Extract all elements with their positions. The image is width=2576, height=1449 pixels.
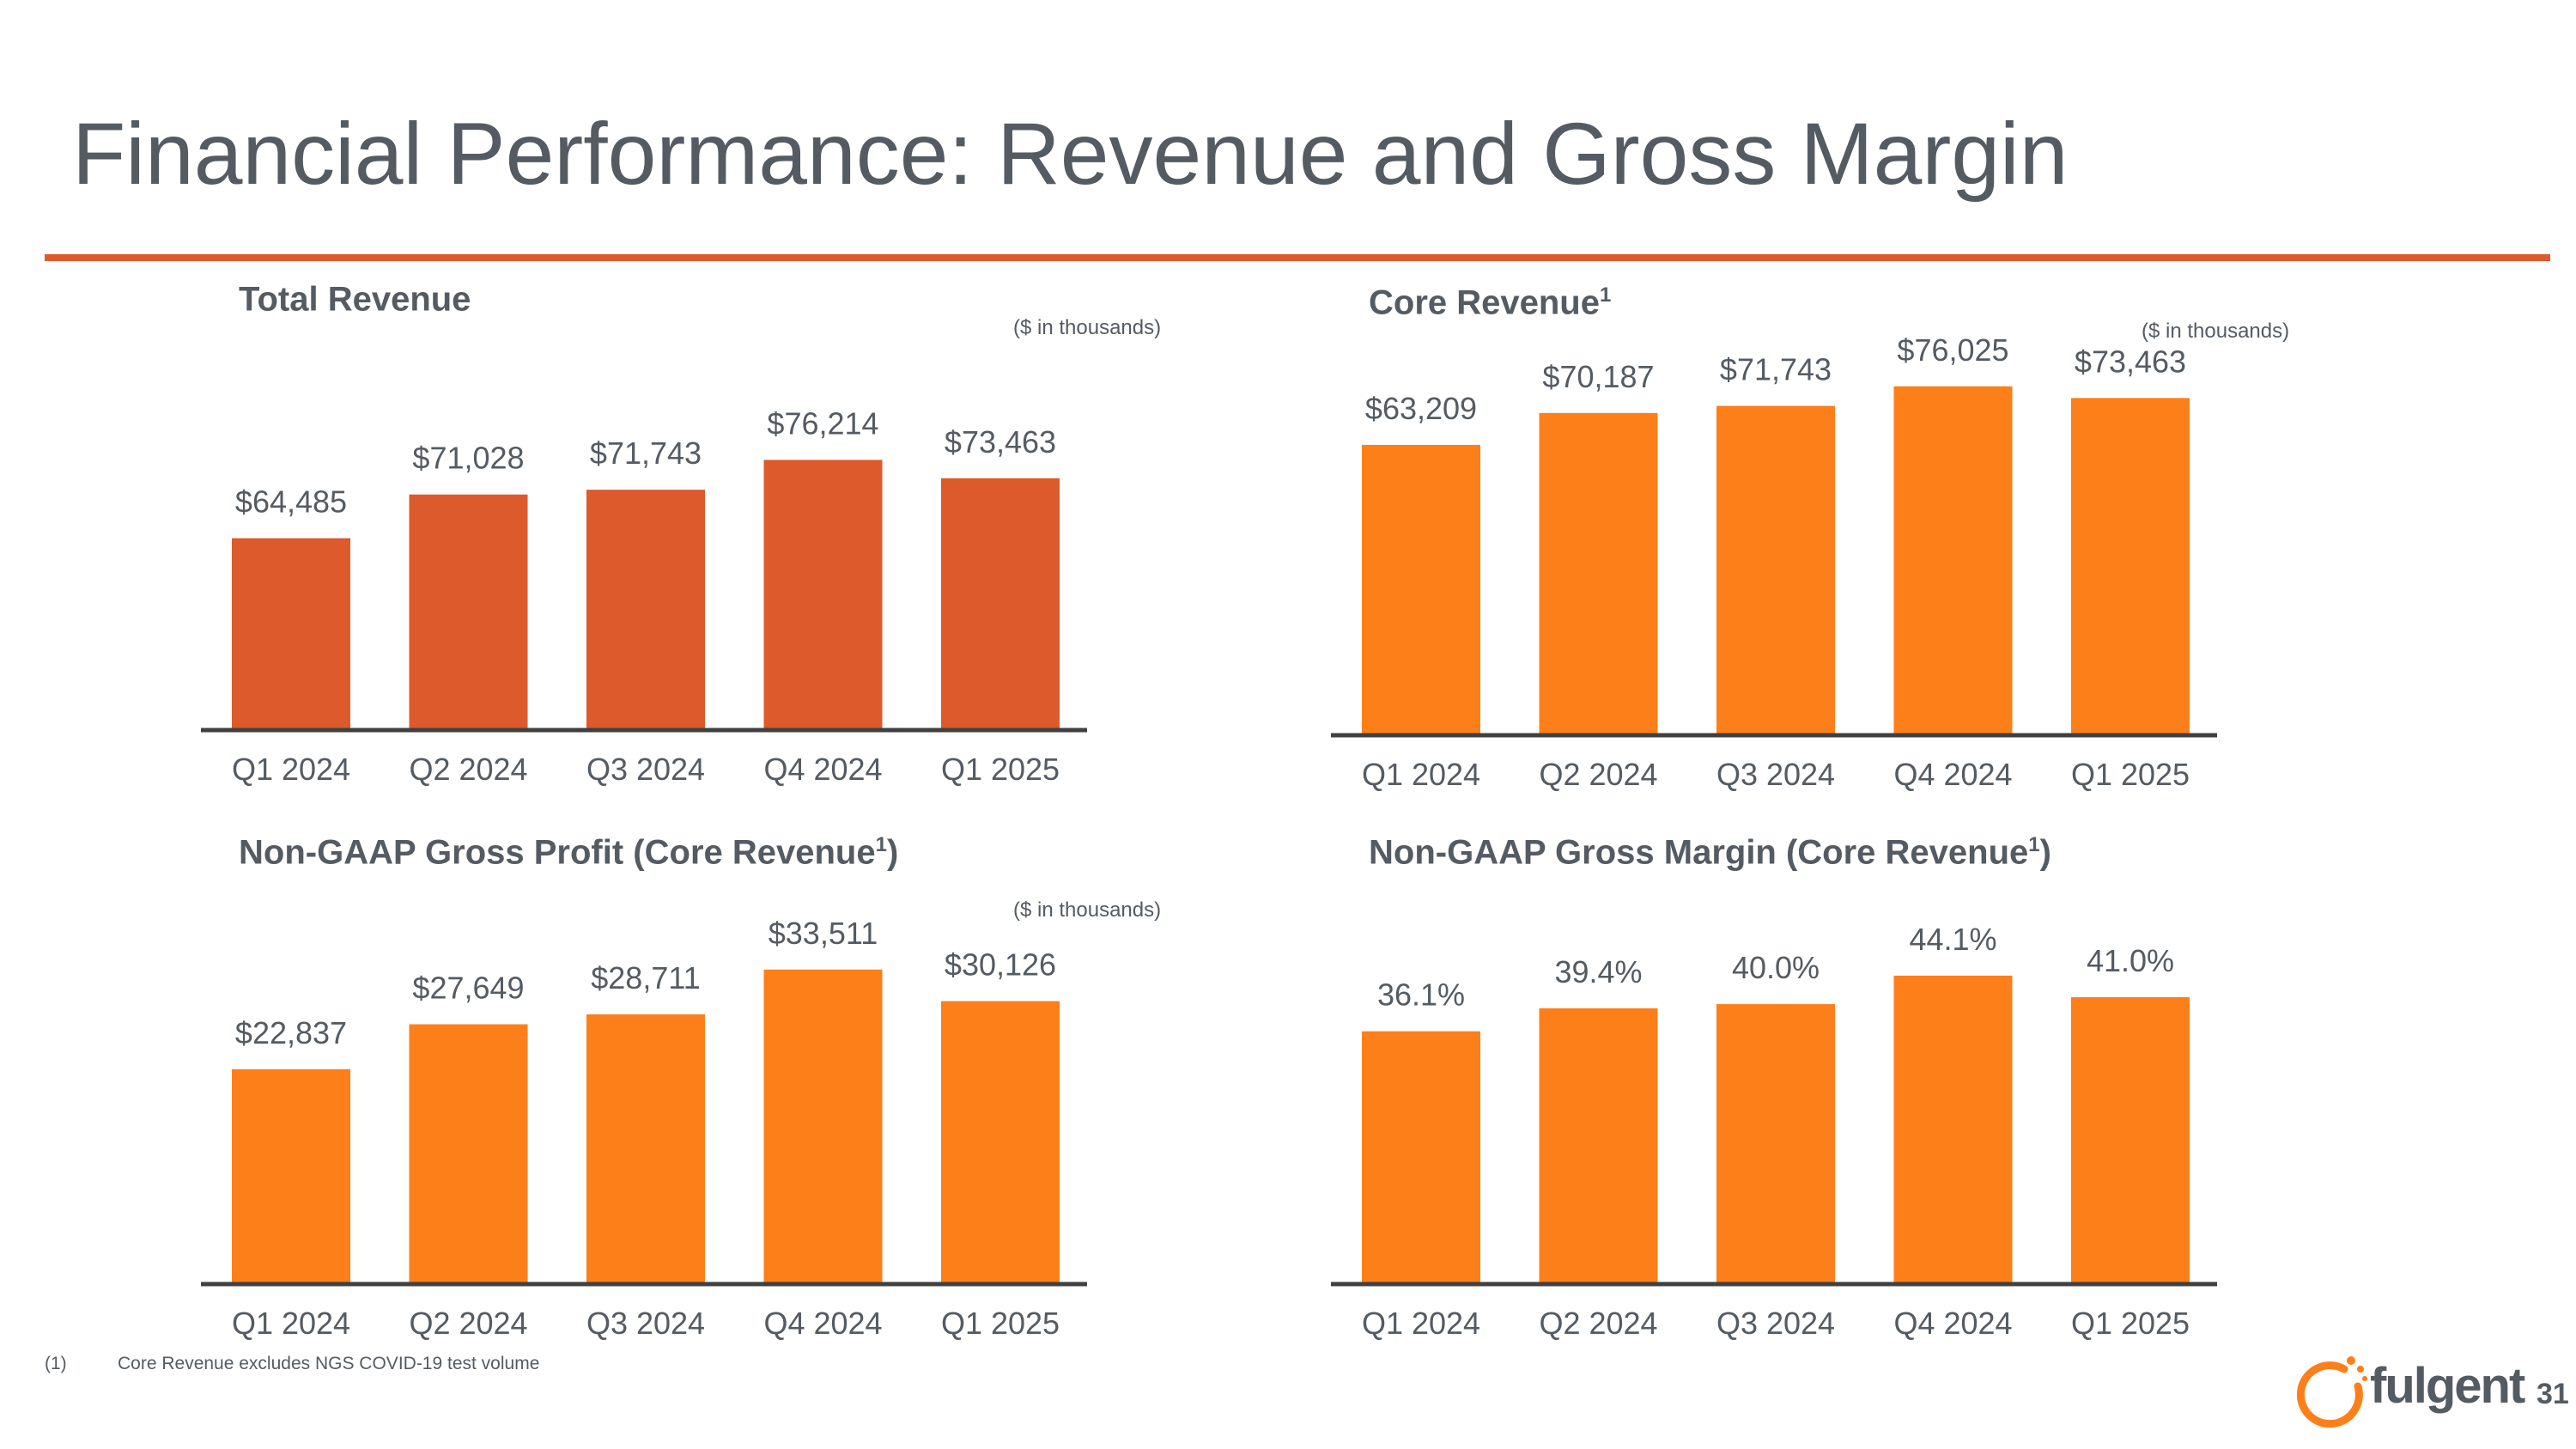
x-tick-label: Q1 2025 bbox=[2071, 757, 2190, 792]
bar bbox=[1716, 405, 1835, 734]
bar-value-label: $64,485 bbox=[235, 484, 347, 520]
bar bbox=[763, 460, 883, 728]
bar-value-label: $71,028 bbox=[412, 441, 524, 476]
panel-gross-profit: Non-GAAP Gross Profit (Core Revenue1) ($… bbox=[60, 833, 1161, 1383]
core-revenue-chart: $63,209 Q1 2024 $70,187 Q2 2024 $71,743 Q3 20… bbox=[1331, 332, 2217, 792]
page-number: 31 bbox=[2537, 1378, 2569, 1410]
x-tick-label: Q4 2024 bbox=[1893, 757, 2012, 792]
bar bbox=[2071, 996, 2190, 1282]
bar bbox=[409, 494, 528, 728]
bar-value-label: 36.1% bbox=[1377, 977, 1465, 1013]
x-tick-label: Q1 2024 bbox=[232, 752, 350, 787]
bar bbox=[1893, 386, 2013, 734]
footnote-marker: (1) bbox=[45, 1354, 67, 1373]
unit-note: ($ in thousands) bbox=[2142, 320, 2290, 343]
panel-title-superscript: 1 bbox=[875, 833, 887, 856]
bar-value-label: $22,837 bbox=[235, 1015, 347, 1050]
x-tick-label: Q3 2024 bbox=[1716, 757, 1835, 792]
gross-profit-chart: $22,837 Q1 2024 $27,649 Q2 2024 $28,711 Q3 20… bbox=[201, 916, 1087, 1341]
x-tick-label: Q1 2024 bbox=[232, 1306, 350, 1341]
bar bbox=[586, 490, 705, 728]
panel-title: Core Revenue1 bbox=[1369, 283, 1611, 322]
page-title: Financial Performance: Revenue and Gross… bbox=[72, 105, 2069, 203]
bar-value-label: $73,463 bbox=[945, 424, 1056, 460]
x-tick-label: Q2 2024 bbox=[1539, 757, 1657, 792]
x-tick-label: Q2 2024 bbox=[409, 752, 527, 787]
bar bbox=[1362, 444, 1480, 734]
bar bbox=[232, 538, 350, 728]
panel-title: Total Revenue bbox=[239, 280, 471, 319]
bar bbox=[1893, 975, 2013, 1282]
unit-note: ($ in thousands) bbox=[1013, 898, 1162, 922]
bar bbox=[1539, 1008, 1658, 1282]
bar bbox=[763, 969, 883, 1282]
x-tick-label: Q3 2024 bbox=[586, 1306, 705, 1341]
footnote-text: Core Revenue excludes NGS COVID-19 test … bbox=[118, 1354, 540, 1373]
x-tick-label: Q1 2025 bbox=[2071, 1306, 2190, 1341]
bar-value-label: $33,511 bbox=[769, 916, 878, 951]
bar bbox=[1362, 1031, 1480, 1282]
bar-value-label: $71,743 bbox=[1720, 352, 1832, 387]
panel-title-superscript: 1 bbox=[2028, 833, 2040, 856]
bar bbox=[232, 1068, 350, 1282]
panel-title-suffix: ) bbox=[2039, 833, 2051, 872]
bar-value-label: 41.0% bbox=[2087, 943, 2174, 978]
x-tick-label: Q4 2024 bbox=[763, 752, 882, 787]
x-tick-label: Q1 2025 bbox=[941, 752, 1060, 787]
x-tick-label: Q4 2024 bbox=[763, 1306, 882, 1341]
panel-gross-margin: Non-GAAP Gross Margin (Core Revenue1) 36… bbox=[1190, 833, 2221, 1383]
panel-title: Non-GAAP Gross Profit (Core Revenue1) bbox=[239, 833, 898, 872]
panel-title-text: Total Revenue bbox=[239, 280, 471, 319]
bar-value-label: $71,743 bbox=[590, 435, 702, 471]
panel-core-revenue: Core Revenue1 ($ in thousands) $63,209 Q1… bbox=[1190, 283, 2289, 833]
bar-value-label: $76,214 bbox=[767, 405, 878, 441]
panel-title: Non-GAAP Gross Margin (Core Revenue1) bbox=[1369, 833, 2051, 872]
x-tick-label: Q3 2024 bbox=[586, 752, 705, 787]
x-tick-label: Q2 2024 bbox=[409, 1306, 527, 1341]
unit-note: ($ in thousands) bbox=[1013, 316, 1162, 339]
total-revenue-chart: $64,485 Q1 2024 $71,028 Q2 2024 $71,743 Q3 20… bbox=[201, 405, 1087, 787]
x-tick-label: Q1 2025 bbox=[941, 1306, 1060, 1341]
panel-total-revenue: Total Revenue ($ in thousands) $64,485 Q1… bbox=[60, 280, 1161, 830]
bar bbox=[941, 478, 1060, 728]
title-divider bbox=[45, 254, 2550, 261]
bar bbox=[1539, 412, 1658, 734]
bar bbox=[586, 1014, 705, 1282]
panel-title-text: Non-GAAP Gross Margin (Core Revenue bbox=[1369, 833, 2029, 872]
x-tick-label: Q2 2024 bbox=[1539, 1306, 1657, 1341]
bar bbox=[1716, 1004, 1835, 1282]
bar-value-label: $76,025 bbox=[1897, 332, 2008, 368]
panel-title-superscript: 1 bbox=[1599, 283, 1612, 307]
bar-value-label: $63,209 bbox=[1365, 391, 1477, 426]
logo-mark-icon bbox=[2296, 1356, 2367, 1428]
panel-title-suffix: ) bbox=[886, 833, 899, 872]
bar-value-label: $70,187 bbox=[1542, 359, 1654, 394]
x-tick-label: Q1 2024 bbox=[1362, 757, 1480, 792]
x-tick-label: Q1 2024 bbox=[1362, 1306, 1480, 1341]
panel-title-text: Core Revenue bbox=[1369, 283, 1600, 322]
bar-value-label: 40.0% bbox=[1732, 950, 1820, 985]
panel-title-text: Non-GAAP Gross Profit (Core Revenue bbox=[239, 833, 876, 872]
fulgent-logo: fulgent bbox=[2291, 1352, 2525, 1428]
gross-margin-chart: 36.1% Q1 2024 39.4% Q2 2024 40.0% Q3 2024 44.1… bbox=[1331, 922, 2217, 1341]
bar-value-label: $27,649 bbox=[412, 970, 524, 1005]
bar-value-label: $73,463 bbox=[2075, 344, 2186, 379]
bar bbox=[2071, 398, 2190, 734]
bar bbox=[941, 1001, 1060, 1282]
bar-value-label: 44.1% bbox=[1909, 922, 1996, 957]
x-tick-label: Q3 2024 bbox=[1716, 1306, 1835, 1341]
bar-value-label: $28,711 bbox=[591, 960, 700, 995]
footnote: (1) Core Revenue excludes NGS COVID-19 te… bbox=[45, 1354, 539, 1374]
logo-text: fulgent bbox=[2370, 1358, 2525, 1414]
bar bbox=[409, 1024, 528, 1282]
x-tick-label: Q4 2024 bbox=[1893, 1306, 2012, 1341]
bar-value-label: $30,126 bbox=[945, 947, 1056, 983]
bar-value-label: 39.4% bbox=[1554, 954, 1642, 989]
